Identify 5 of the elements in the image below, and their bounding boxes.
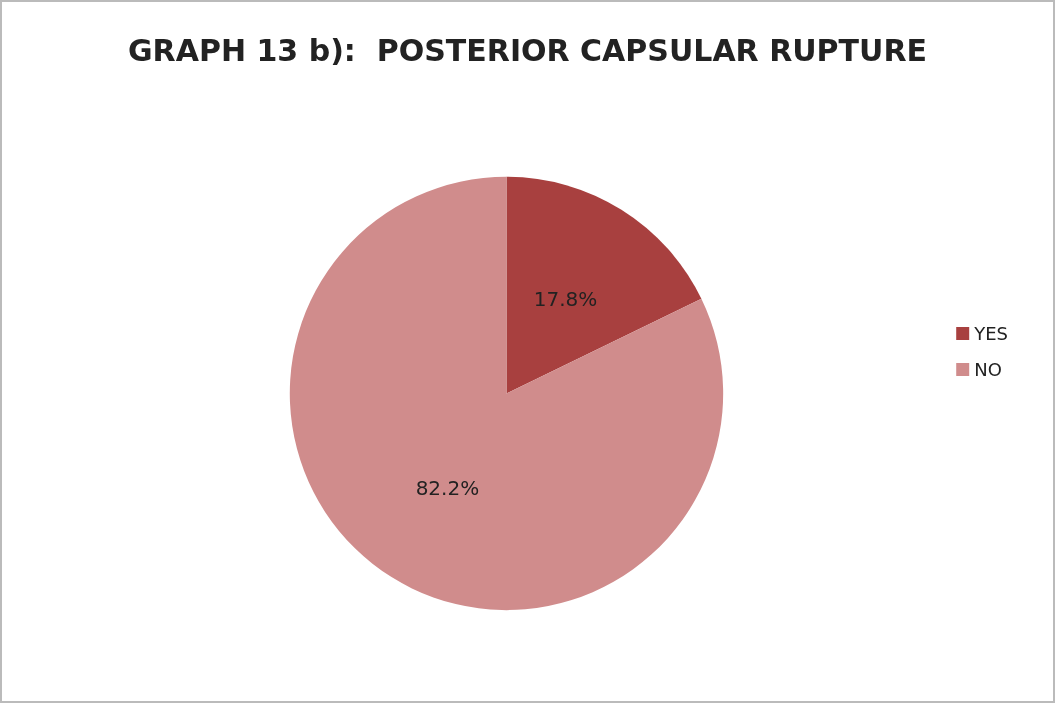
data-label: 82.2% [415, 475, 480, 500]
chart-title: GRAPH 13 b): POSTERIOR CAPSULAR RUPTURE [127, 32, 928, 68]
legend-label: YES [973, 323, 1008, 344]
legend-label: NO [974, 359, 1002, 380]
data-label: 17.8% [533, 287, 598, 312]
